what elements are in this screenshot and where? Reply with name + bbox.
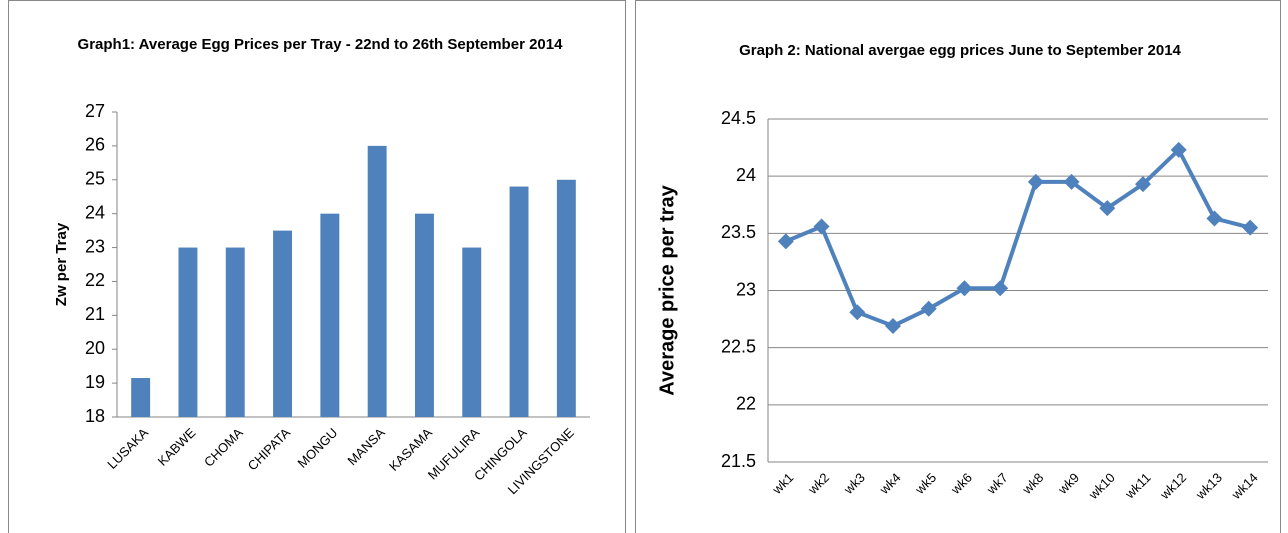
y-tick-label: 20 bbox=[85, 338, 105, 358]
y-tick-label: 24 bbox=[736, 165, 756, 185]
marker bbox=[1099, 200, 1116, 217]
x-tick-label: wk2 bbox=[804, 470, 832, 498]
y-axis-label: Zw per Tray bbox=[53, 222, 70, 306]
marker bbox=[849, 304, 866, 321]
bar bbox=[462, 247, 482, 417]
chart-frame bbox=[635, 0, 1281, 533]
y-tick-label: 22.5 bbox=[721, 336, 756, 356]
line bbox=[785, 146, 1251, 329]
x-tick-label: LUSAKA bbox=[104, 425, 151, 472]
marker bbox=[956, 280, 973, 297]
x-tick-label: wk11 bbox=[1121, 470, 1153, 502]
marker bbox=[885, 317, 901, 334]
x-tick-label: KABWE bbox=[155, 425, 199, 469]
x-tick-label: wk3 bbox=[840, 470, 868, 498]
x-tick-label: wk13 bbox=[1192, 470, 1225, 503]
marker bbox=[920, 300, 937, 317]
chart-title: Graph1: Average Egg Prices per Tray - 22… bbox=[77, 36, 563, 53]
marker bbox=[1063, 173, 1080, 190]
bar bbox=[556, 179, 576, 417]
x-tick-label: CHOMA bbox=[201, 425, 246, 470]
y-tick-label: 26 bbox=[85, 135, 105, 155]
bar bbox=[131, 378, 151, 417]
bar bbox=[320, 213, 340, 417]
marker bbox=[1170, 141, 1187, 158]
y-tick-label: 18 bbox=[85, 406, 105, 426]
x-tick-label: wk9 bbox=[1054, 470, 1082, 498]
y-axis-label: Average price per tray bbox=[656, 184, 678, 395]
x-tick-label: wk4 bbox=[876, 470, 904, 498]
x-tick-label: wk8 bbox=[1019, 470, 1047, 498]
marker bbox=[1135, 176, 1151, 193]
y-tick-label: 19 bbox=[85, 372, 105, 392]
y-tick-label: 21 bbox=[85, 304, 105, 324]
x-tick-label: wk12 bbox=[1156, 470, 1189, 503]
x-tick-label: CHIPATA bbox=[245, 425, 294, 474]
bar bbox=[509, 186, 529, 417]
chart-title: Graph 2: National avergae egg prices Jun… bbox=[739, 42, 1181, 59]
bar bbox=[367, 145, 387, 417]
bar bbox=[273, 230, 293, 417]
y-tick-label: 24.5 bbox=[721, 108, 756, 128]
y-tick-label: 23.5 bbox=[721, 222, 756, 242]
bar bbox=[178, 247, 198, 417]
marker bbox=[1027, 173, 1044, 190]
x-tick-label: MANSA bbox=[344, 425, 388, 469]
y-tick-label: 22 bbox=[85, 270, 105, 290]
y-tick-label: 23 bbox=[85, 236, 105, 256]
x-tick-label: wk10 bbox=[1085, 470, 1118, 503]
x-tick-label: MONGU bbox=[295, 425, 341, 471]
y-tick-label: 24 bbox=[85, 202, 105, 222]
x-tick-label: wk1 bbox=[769, 470, 797, 498]
marker bbox=[1242, 219, 1259, 236]
y-tick-label: 25 bbox=[85, 169, 105, 189]
marker bbox=[992, 280, 1009, 297]
x-tick-label: wk6 bbox=[947, 470, 975, 498]
x-tick-label: KASAMA bbox=[386, 425, 435, 474]
y-tick-label: 23 bbox=[736, 279, 756, 299]
x-tick-label: wk14 bbox=[1228, 470, 1261, 503]
y-tick-label: 22 bbox=[736, 394, 756, 414]
chart-frame bbox=[8, 0, 626, 533]
bar bbox=[414, 213, 434, 417]
marker bbox=[813, 218, 830, 235]
x-tick-label: wk7 bbox=[983, 470, 1011, 498]
marker bbox=[1206, 210, 1223, 227]
marker bbox=[777, 233, 794, 250]
y-tick-label: 27 bbox=[85, 101, 105, 121]
bar bbox=[225, 247, 245, 417]
y-tick-label: 21.5 bbox=[721, 451, 756, 471]
x-tick-label: wk5 bbox=[912, 470, 940, 498]
